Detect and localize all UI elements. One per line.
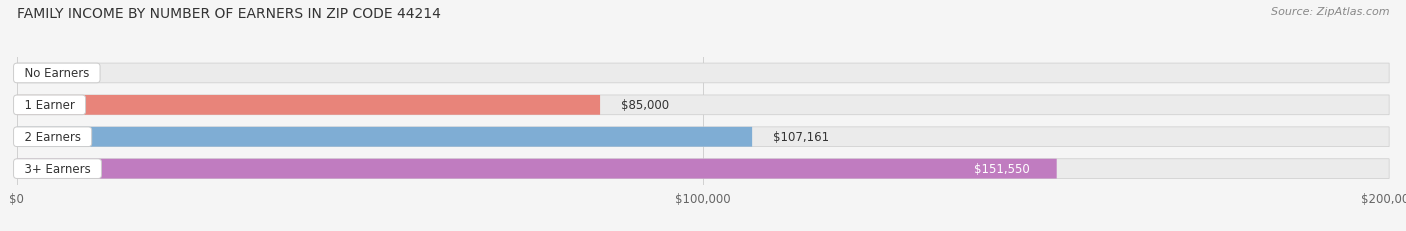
Text: $85,000: $85,000 <box>620 99 669 112</box>
Text: 2 Earners: 2 Earners <box>17 131 89 144</box>
Text: $151,550: $151,550 <box>973 162 1029 175</box>
Text: No Earners: No Earners <box>17 67 97 80</box>
FancyBboxPatch shape <box>17 64 1389 83</box>
Text: Source: ZipAtlas.com: Source: ZipAtlas.com <box>1271 7 1389 17</box>
Text: 3+ Earners: 3+ Earners <box>17 162 98 175</box>
FancyBboxPatch shape <box>17 159 1057 179</box>
Text: 1 Earner: 1 Earner <box>17 99 82 112</box>
Text: $0: $0 <box>38 67 52 80</box>
FancyBboxPatch shape <box>17 96 600 115</box>
Text: FAMILY INCOME BY NUMBER OF EARNERS IN ZIP CODE 44214: FAMILY INCOME BY NUMBER OF EARNERS IN ZI… <box>17 7 440 21</box>
FancyBboxPatch shape <box>17 96 1389 115</box>
FancyBboxPatch shape <box>17 159 1389 179</box>
FancyBboxPatch shape <box>17 127 752 147</box>
FancyBboxPatch shape <box>17 127 1389 147</box>
Text: $107,161: $107,161 <box>773 131 830 144</box>
